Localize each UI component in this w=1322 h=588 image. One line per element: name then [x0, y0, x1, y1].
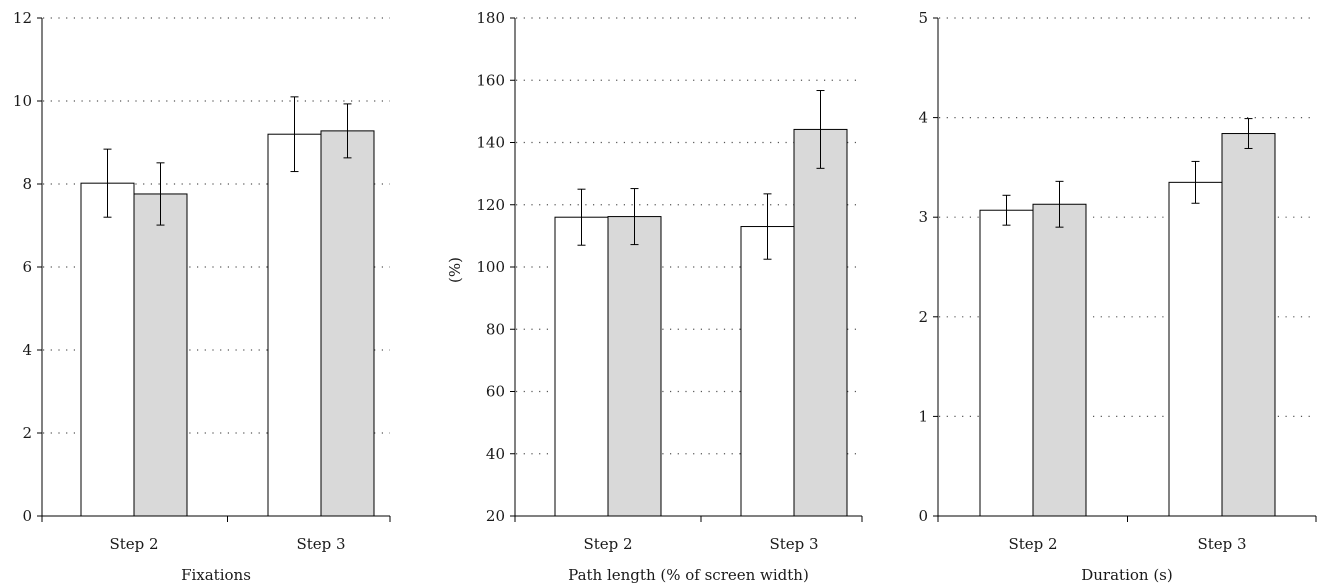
x-tick-label: Step 3 [769, 535, 818, 553]
y-tick-label: 140 [476, 134, 505, 152]
x-axis-title: Fixations [181, 566, 251, 584]
y-tick-label: 10 [13, 92, 32, 110]
y-tick-label: 120 [476, 196, 505, 214]
bar [1221, 133, 1276, 517]
x-tick-label: Step 2 [109, 535, 158, 553]
bar [1032, 203, 1087, 517]
chart-panel-2: 20 40 60 80 100 120 140 160 180 Step 2 Step 3 Path … [446, 9, 863, 584]
y-tick-label: 1 [918, 407, 928, 425]
y-tick-label: 3 [918, 208, 928, 226]
y-tick-label: 0 [22, 507, 32, 525]
bar [740, 226, 795, 517]
y-tick-label: 5 [918, 9, 928, 27]
x-tick-label: Step 2 [583, 535, 632, 553]
y-tick-label: 60 [486, 383, 505, 401]
y-tick-label: 100 [476, 258, 505, 276]
bar [133, 193, 188, 517]
x-tick-label: Step 3 [1197, 535, 1246, 553]
y-tick-label: 2 [22, 424, 32, 442]
y-tick-label: 6 [22, 258, 32, 276]
bar [979, 209, 1034, 517]
y-tick-label: 4 [22, 341, 32, 359]
bar [267, 133, 322, 517]
y-tick-label: 8 [22, 175, 32, 193]
y-tick-label: 4 [918, 109, 928, 127]
chart-panel-3: 0 1 2 3 4 5 Step 2 Step 3 Duration (s) [918, 9, 1317, 584]
bar [1168, 181, 1223, 517]
y-tick-label: 2 [918, 308, 928, 326]
y-tick-label: 180 [476, 9, 505, 27]
bar [793, 128, 848, 517]
x-axis-title: Duration (s) [1081, 566, 1173, 584]
x-tick-label: Step 2 [1008, 535, 1057, 553]
y-tick-label: 20 [486, 507, 505, 525]
y-tick-label: 40 [486, 445, 505, 463]
bar [554, 216, 609, 517]
y-axis-title: (%) [446, 257, 464, 283]
bar [80, 182, 135, 517]
bar [607, 216, 662, 517]
y-tick-label: 80 [486, 320, 505, 338]
chart-panel-1: 0 2 4 6 8 10 12 Step 2 Step 3 Fixations [13, 9, 391, 584]
x-tick-label: Step 3 [296, 535, 345, 553]
y-tick-label: 160 [476, 71, 505, 89]
x-axis-title: Path length (% of screen width) [568, 566, 809, 584]
y-tick-label: 0 [918, 507, 928, 525]
bar [320, 130, 375, 517]
y-tick-label: 12 [13, 9, 32, 27]
